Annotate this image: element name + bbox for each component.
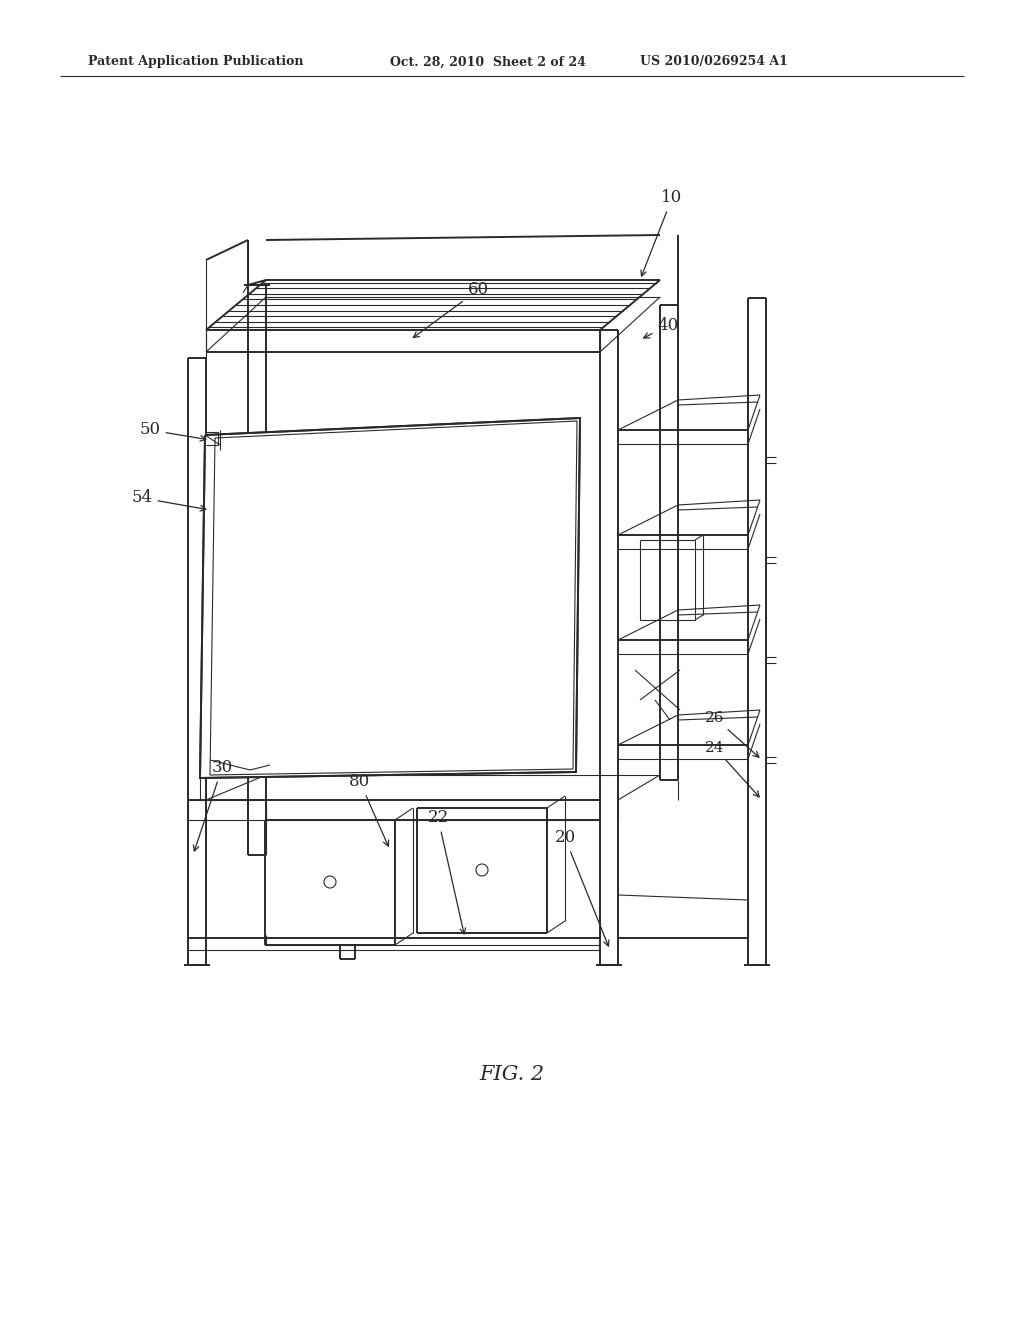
Polygon shape <box>200 418 580 777</box>
Text: FIG. 2: FIG. 2 <box>479 1065 545 1085</box>
Text: 80: 80 <box>349 774 389 846</box>
Text: 22: 22 <box>427 809 466 935</box>
Text: Oct. 28, 2010  Sheet 2 of 24: Oct. 28, 2010 Sheet 2 of 24 <box>390 55 586 69</box>
Text: 50: 50 <box>139 421 206 441</box>
Text: 10: 10 <box>641 190 683 276</box>
Text: 20: 20 <box>554 829 609 946</box>
Text: 24: 24 <box>706 741 759 797</box>
Text: 26: 26 <box>706 711 759 758</box>
Text: 54: 54 <box>131 490 206 511</box>
Text: 60: 60 <box>414 281 488 338</box>
Text: 30: 30 <box>194 759 232 851</box>
Text: Patent Application Publication: Patent Application Publication <box>88 55 303 69</box>
Text: US 2010/0269254 A1: US 2010/0269254 A1 <box>640 55 787 69</box>
Text: 40: 40 <box>644 317 679 338</box>
